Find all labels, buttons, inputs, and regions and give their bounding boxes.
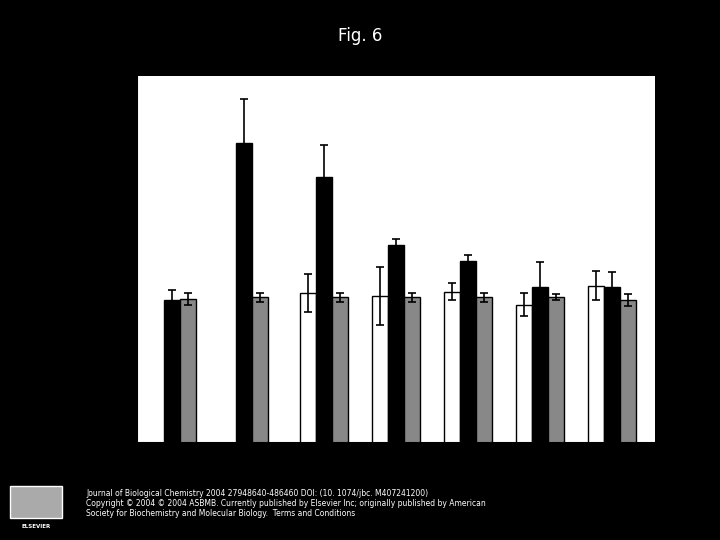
Bar [236,143,252,443]
Y-axis label: Relative cell number: Relative cell number [81,171,96,348]
Bar [300,293,316,443]
Bar [588,286,604,443]
Bar [604,287,620,443]
Bar [476,298,492,443]
FancyBboxPatch shape [10,486,62,518]
Bar [620,300,636,443]
Bar [372,296,388,443]
Bar [404,298,420,443]
Bar [252,298,268,443]
Bar [316,177,332,443]
Bar [516,305,532,443]
Bar [532,287,548,443]
Bar [388,245,404,443]
Text: Fig. 6: Fig. 6 [338,27,382,45]
Text: Journal of Biological Chemistry 2004 27948640-486460 DOI: (10. 1074/jbc. M407241: Journal of Biological Chemistry 2004 279… [86,489,486,518]
Bar [164,300,180,443]
Bar [460,261,476,443]
Text: ELSEVIER: ELSEVIER [22,524,50,529]
Bar [332,298,348,443]
Bar [180,299,196,443]
Bar [444,292,460,443]
Bar [548,298,564,443]
